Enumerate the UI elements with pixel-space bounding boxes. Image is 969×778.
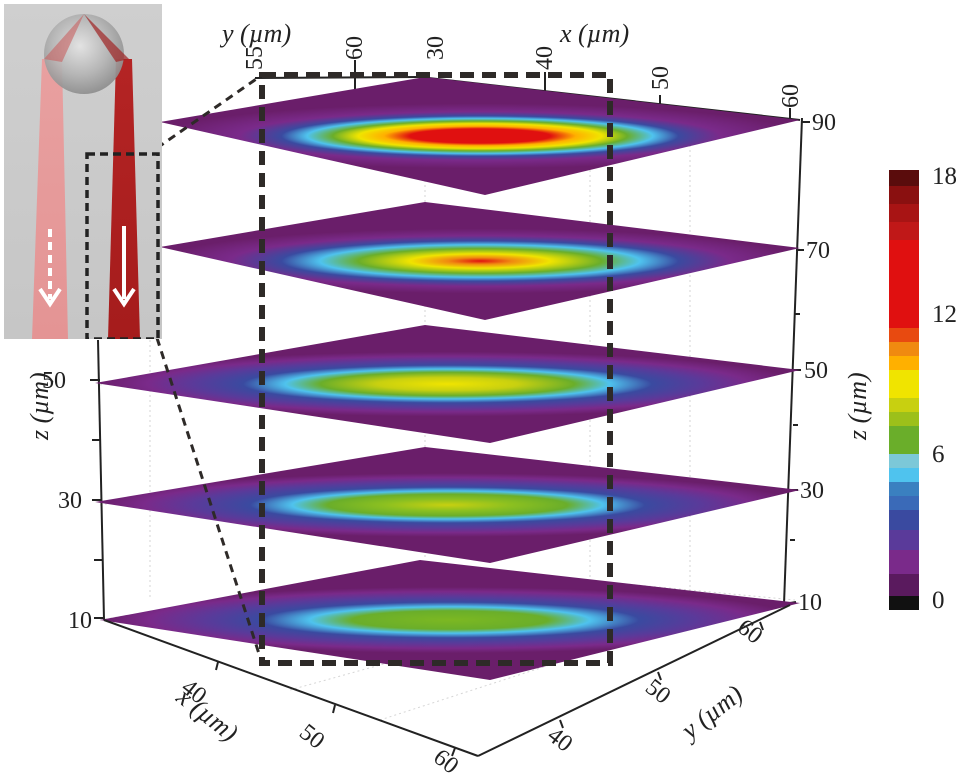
left-z-axis [90,339,105,621]
colorbar-tick-12: 12 [932,301,957,328]
left-z-tick-10: 10 [68,608,92,634]
left-z-tick-50: 50 [42,368,66,394]
colorbar-tick-18: 18 [932,163,957,190]
inset-connector-lines [155,73,264,664]
slice-z70 [160,202,800,320]
right-z-tick-10: 10 [798,590,822,616]
right-z-tick-70: 70 [806,238,830,264]
incident-beam [32,59,68,339]
bottom-y-tick-50: 50 [640,674,675,709]
slice-z10 [100,560,800,680]
top-x-tick-30: 30 [423,36,449,60]
bottom-axes [103,604,791,757]
slice-z90 [160,77,800,195]
left-z-tick-30: 30 [58,488,82,514]
bottom-y-axis-title: y (µm) [673,679,748,746]
top-x-tick-60: 60 [778,84,804,108]
colorbar-tick-0: 0 [932,587,945,614]
bottom-x-tick-50: 50 [294,719,329,754]
top-x-tick-40: 40 [532,46,558,70]
colorbar [889,170,919,610]
right-z-axis-title: z (µm) [843,372,872,441]
highlight-dashed-rectangle [259,72,613,666]
top-y-tick-60: 60 [342,36,368,60]
top-y-axis-title: y (µm) [219,19,291,48]
right-z-tick-30: 30 [800,478,824,504]
top-x-axis-title: x (µm) [559,19,629,48]
top-y-tick-55: 55 [242,46,268,70]
right-z-tick-90: 90 [812,110,836,136]
inset-microsphere-illustration [4,4,162,339]
top-x-tick-50: 50 [648,66,674,90]
bottom-y-tick-40: 40 [542,722,577,757]
slice-z30 [95,447,800,563]
right-z-tick-50: 50 [804,358,828,384]
reflected-beam [108,59,140,339]
left-z-axis-title: z (µm) [25,372,54,441]
inset-highlight-box [85,152,160,339]
slice-z50 [95,325,800,443]
colorbar-tick-6: 6 [932,441,945,468]
